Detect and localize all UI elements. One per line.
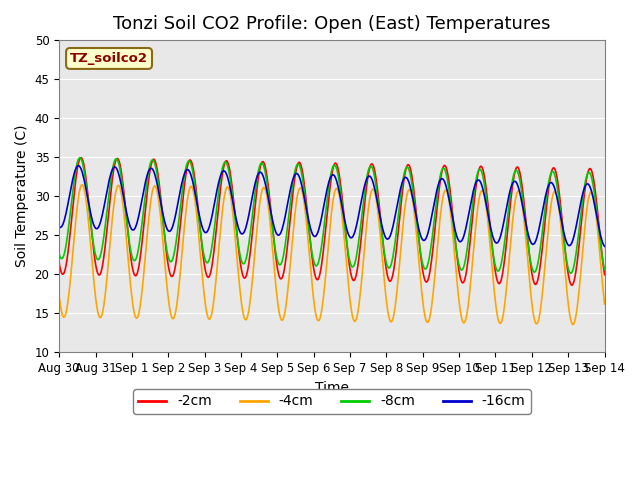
-4cm bbox=[569, 322, 577, 327]
-16cm bbox=[601, 243, 609, 249]
-8cm bbox=[55, 251, 63, 257]
Line: -8cm: -8cm bbox=[59, 158, 605, 273]
-4cm bbox=[55, 293, 63, 299]
Line: -2cm: -2cm bbox=[59, 157, 605, 285]
X-axis label: Time: Time bbox=[315, 381, 349, 395]
-4cm bbox=[206, 316, 214, 322]
-2cm bbox=[65, 241, 73, 247]
Text: TZ_soilco2: TZ_soilco2 bbox=[70, 52, 148, 65]
-8cm bbox=[122, 212, 130, 218]
-2cm bbox=[568, 282, 576, 288]
-16cm bbox=[415, 226, 422, 232]
Line: -16cm: -16cm bbox=[59, 166, 605, 246]
-16cm bbox=[177, 183, 185, 189]
-4cm bbox=[78, 182, 86, 188]
-16cm bbox=[65, 195, 73, 201]
-2cm bbox=[55, 260, 63, 266]
-16cm bbox=[74, 163, 82, 168]
-4cm bbox=[399, 224, 406, 230]
-8cm bbox=[177, 196, 185, 202]
-8cm bbox=[65, 221, 73, 227]
-16cm bbox=[206, 221, 214, 227]
-16cm bbox=[399, 178, 406, 184]
-2cm bbox=[601, 272, 609, 277]
-4cm bbox=[122, 231, 130, 237]
-4cm bbox=[415, 257, 422, 263]
-4cm bbox=[601, 301, 609, 307]
-16cm bbox=[55, 224, 63, 230]
-2cm bbox=[399, 186, 406, 192]
Line: -4cm: -4cm bbox=[59, 185, 605, 324]
-8cm bbox=[206, 253, 214, 259]
-2cm bbox=[122, 209, 130, 215]
-8cm bbox=[76, 155, 83, 161]
-4cm bbox=[177, 258, 185, 264]
-8cm bbox=[415, 237, 422, 242]
Y-axis label: Soil Temperature (C): Soil Temperature (C) bbox=[15, 125, 29, 267]
-2cm bbox=[415, 235, 422, 240]
-8cm bbox=[399, 178, 406, 183]
-8cm bbox=[601, 266, 609, 272]
Legend: -2cm, -4cm, -8cm, -16cm: -2cm, -4cm, -8cm, -16cm bbox=[132, 389, 531, 414]
-8cm bbox=[566, 270, 574, 276]
-2cm bbox=[77, 155, 85, 160]
-4cm bbox=[65, 290, 73, 296]
-16cm bbox=[122, 206, 130, 212]
-2cm bbox=[177, 212, 185, 218]
Title: Tonzi Soil CO2 Profile: Open (East) Temperatures: Tonzi Soil CO2 Profile: Open (East) Temp… bbox=[113, 15, 550, 33]
-2cm bbox=[206, 272, 214, 277]
